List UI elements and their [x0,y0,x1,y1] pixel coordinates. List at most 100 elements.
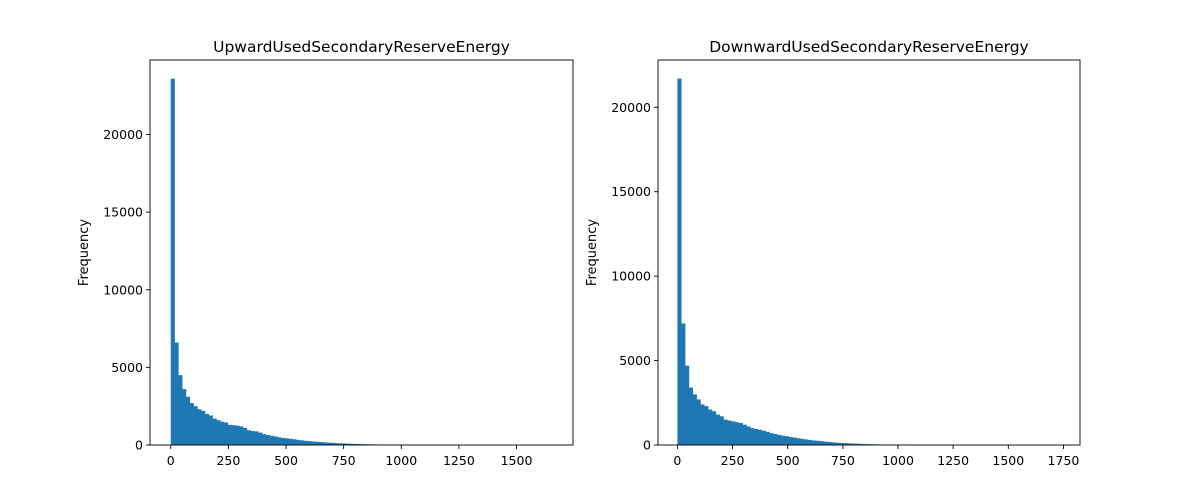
histogram-bar [765,431,770,445]
histogram-bar [220,421,225,445]
histogram-bar [750,428,755,445]
y-tick-label: 0 [643,438,651,453]
histogram-bar [254,431,259,445]
histogram-bar [288,438,293,445]
y-tick-label: 15000 [103,205,143,220]
x-tick-label: 1500 [992,453,1024,468]
histogram-bar [853,443,859,445]
x-tick-label: 1750 [1048,453,1080,468]
histogram-bar [273,436,278,445]
histogram-bar [704,406,709,445]
histogram-bar [761,430,766,445]
histogram-bar [688,387,694,445]
x-tick-label: 500 [776,453,800,468]
histogram-bar [326,442,331,445]
histogram-bar [292,439,297,445]
histogram-bar [334,443,339,445]
histogram-bar [708,409,713,445]
histogram-bar [731,421,736,445]
histogram-bar [315,441,320,445]
histogram-bar [777,434,782,445]
histogram-bar [345,443,350,445]
histogram-bar [727,420,732,445]
histogram-bar [815,440,820,445]
histogram-bar [193,406,198,445]
histogram-bar [800,438,805,445]
histogram-bar [178,375,183,445]
histogram-bar [189,403,194,445]
histogram-bar [846,443,851,445]
histogram-bar [711,411,717,445]
y-axis-label: Frequency [585,219,600,286]
y-tick-label: 0 [135,438,143,453]
histogram-bar [212,418,217,445]
x-tick-label: 500 [274,453,298,468]
histogram-bar [262,434,267,445]
histogram-bar [174,342,179,445]
histogram-bar [246,430,251,445]
histogram-bar [807,439,813,445]
x-tick-label: 250 [216,453,240,468]
histogram-bar [216,420,221,445]
histogram-bar [239,426,244,445]
histogram-bar [850,443,855,445]
histogram-bar [754,428,759,445]
histogram-bar [284,438,289,445]
histogram-bar [784,436,790,445]
histogram-bar [349,443,354,445]
histogram-bar [788,436,793,445]
histogram-bar [696,399,701,445]
histogram-bar [231,425,236,445]
histogram-bar [681,323,686,445]
histogram-bar [685,365,690,445]
histogram-bar [353,443,358,445]
histogram-bar [250,431,255,445]
histogram-bar [738,423,743,445]
histogram-bar [838,442,843,445]
histogram-bar [303,440,308,445]
histogram-bar [338,443,343,445]
histogram-bar [227,424,232,445]
chart-title: DownwardUsedSecondaryReserveEnergy [709,38,1028,56]
chart-title: UpwardUsedSecondaryReserveEnergy [213,38,510,56]
y-axis-label: Frequency [77,219,92,286]
x-tick-label: 250 [721,453,745,468]
histogram-bar [700,404,705,445]
y-tick-label: 20000 [611,100,651,115]
histogram-bar [170,78,175,445]
histogram-bar [811,440,816,445]
histogram-bar [758,429,763,445]
histogram-bar [224,422,229,445]
plot-frame [149,59,574,446]
histogram-bar [307,441,312,445]
histogram-bar [781,435,786,445]
histogram-bar [296,439,301,445]
histogram-bar [769,433,774,445]
histogram-bar [804,439,809,445]
histogram-bar [258,432,263,445]
histogram-bar [185,396,191,446]
x-tick-label: 1250 [937,453,969,468]
histogram-bar [830,442,836,445]
histogram-bar [311,441,316,445]
y-tick-label: 5000 [111,360,143,375]
histogram-bar [197,409,202,445]
histogram-bar [235,425,240,445]
histogram-bar [746,426,751,445]
x-tick-label: 1000 [882,453,914,468]
histogram-bar [208,415,213,445]
histogram-bar [827,441,832,445]
histogram-bar [796,438,801,445]
histogram-bar [357,443,362,445]
histogram-bar [773,434,778,445]
histogram-bar [692,394,697,445]
x-tick-label: 1250 [443,453,475,468]
y-tick-label: 10000 [103,282,143,297]
histogram-bar [823,441,828,445]
histogram-bar [269,435,274,445]
histogram-panel-downward: DownwardUsedSecondaryReserveEnergy Frequ… [585,38,1081,468]
x-tick-label: 1500 [501,453,533,468]
histogram-bar [719,416,724,445]
x-tick-label: 750 [831,453,855,468]
